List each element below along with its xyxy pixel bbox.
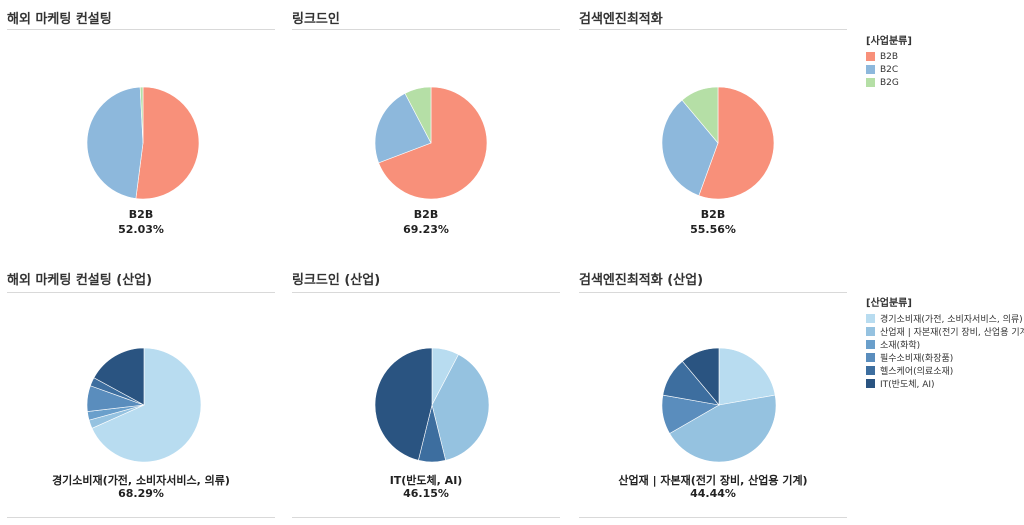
legend-item[interactable]: B2B (866, 50, 912, 63)
legend-label: 산업재 | 자본재(전기 장비, 산업용 기계) (880, 328, 1024, 338)
pie-label: B2B (413, 208, 439, 221)
legend-label: 경기소비재(가전, 소비자서비스, 의류) (880, 315, 1023, 325)
panel-title: 링크드인 (292, 12, 340, 27)
legend-item[interactable]: 소재(화학) (866, 338, 1024, 351)
panel-title: 해외 마케팅 컨설팅 (산업) (7, 273, 153, 288)
pie-value: 69.23% (403, 223, 449, 236)
divider (7, 517, 275, 518)
pie-slice[interactable] (681, 347, 720, 406)
legend-label: 헬스케어(의료소재) (880, 367, 954, 377)
pie-label: B2B (128, 208, 154, 221)
pie-slice[interactable] (374, 93, 432, 164)
pie-slice[interactable] (698, 86, 775, 200)
legend-industry: [산업분류] 경기소비재(가전, 소비자서비스, 의류) 산업재 | 자본재(전… (866, 294, 1024, 390)
legend-swatch (866, 65, 875, 74)
pie-label: 산업재 | 자본재(전기 장비, 산업용 기계) (618, 474, 808, 487)
divider (292, 292, 560, 293)
pie-value: 44.44% (690, 487, 736, 500)
legend-swatch (866, 353, 875, 362)
pie-chart[interactable] (374, 347, 490, 463)
legend-title: [사업분류] (866, 36, 912, 47)
pie-chart[interactable] (86, 86, 200, 200)
pie-slice[interactable] (404, 86, 432, 144)
panel-title: 해외 마케팅 컨설팅 (7, 12, 112, 27)
divider (7, 29, 275, 30)
pie-slice[interactable] (718, 347, 776, 406)
pie-slice[interactable] (378, 86, 488, 200)
divider (7, 292, 275, 293)
legend-label: B2C (880, 64, 899, 75)
pie-slice[interactable] (374, 347, 433, 461)
panel-title: 검색엔진최적화 (579, 12, 663, 27)
legend-label: B2B (880, 51, 899, 62)
legend-swatch (866, 366, 875, 375)
pie-value: 68.29% (118, 487, 164, 500)
legend-swatch (866, 52, 875, 61)
legend-item[interactable]: 경기소비재(가전, 소비자서비스, 의류) (866, 312, 1024, 325)
pie-label: 경기소비재(가전, 소비자서비스, 의류) (52, 474, 230, 487)
legend-item[interactable]: 헬스케어(의료소재) (866, 364, 1024, 377)
legend-swatch (866, 314, 875, 323)
legend-label: 소재(화학) (880, 341, 921, 351)
pie-slice[interactable] (91, 347, 202, 463)
pie-chart[interactable] (661, 86, 775, 200)
panel-overseas-marketing: 해외 마케팅 컨설팅 B2B 52.03% (7, 8, 275, 248)
panel-overseas-marketing-industry: 해외 마케팅 컨설팅 (산업) 경기소비재(가전, 소비자서비스, 의류) 68… (7, 269, 275, 519)
legend-item[interactable]: IT(반도체, AI) (866, 377, 1024, 390)
legend-title: [산업분류] (866, 298, 912, 309)
pie-value: 46.15% (403, 487, 449, 500)
pie-chart[interactable] (661, 347, 777, 463)
pie-slice[interactable] (681, 86, 719, 144)
pie-chart[interactable] (86, 347, 202, 463)
pie-slice[interactable] (86, 86, 144, 199)
pie-label: IT(반도체, AI) (389, 474, 463, 487)
legend-item[interactable]: B2G (866, 76, 912, 89)
legend-label: 필수소비재(화장품) (880, 354, 954, 364)
pie-chart[interactable] (374, 86, 488, 200)
legend-swatch (866, 379, 875, 388)
pie-slice[interactable] (661, 99, 719, 197)
legend-swatch (866, 78, 875, 87)
divider (579, 29, 847, 30)
legend-item[interactable]: 산업재 | 자본재(전기 장비, 산업용 기계) (866, 325, 1024, 338)
divider (579, 292, 847, 293)
pie-slice[interactable] (139, 86, 144, 144)
legend-label: IT(반도체, AI) (880, 380, 935, 390)
pie-slice[interactable] (669, 394, 777, 463)
panel-linkedin-industry: 링크드인 (산업) IT(반도체, AI) 46.15% (292, 269, 560, 519)
panel-seo-industry: 검색엔진최적화 (산업) 산업재 | 자본재(전기 장비, 산업용 기계) 44… (579, 269, 847, 519)
pie-label: B2B (700, 208, 726, 221)
legend-swatch (866, 327, 875, 336)
legend-business-type: [사업분류] B2B B2C B2G (866, 32, 912, 89)
legend-swatch (866, 340, 875, 349)
divider (292, 517, 560, 518)
pie-slice[interactable] (431, 354, 490, 461)
pie-value: 55.56% (690, 223, 736, 236)
pie-value: 52.03% (118, 223, 164, 236)
divider (292, 29, 560, 30)
pie-slice[interactable] (135, 86, 200, 200)
panel-title: 검색엔진최적화 (산업) (579, 273, 704, 288)
legend-item[interactable]: 필수소비재(화장품) (866, 351, 1024, 364)
panel-linkedin: 링크드인 B2B 69.23% (292, 8, 560, 248)
legend-label: B2G (880, 77, 899, 88)
panel-seo: 검색엔진최적화 B2B 55.56% (579, 8, 847, 248)
legend-item[interactable]: B2C (866, 63, 912, 76)
pie-slice[interactable] (93, 347, 145, 406)
panel-title: 링크드인 (산업) (292, 273, 381, 288)
divider (579, 517, 847, 518)
